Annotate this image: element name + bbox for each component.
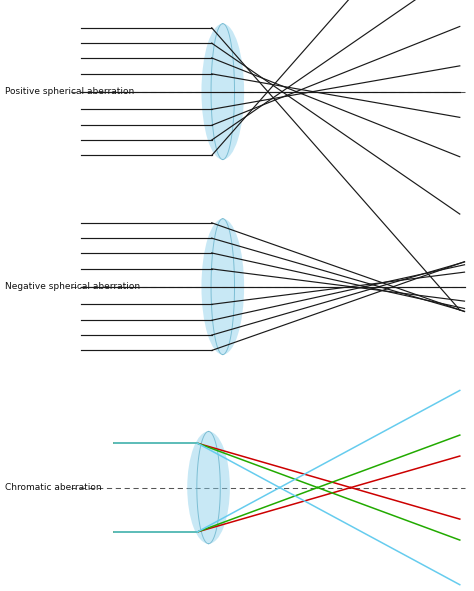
Text: Chromatic aberration: Chromatic aberration: [5, 483, 101, 492]
Ellipse shape: [187, 431, 230, 544]
Ellipse shape: [201, 24, 244, 160]
Ellipse shape: [201, 219, 244, 355]
Text: Positive spherical aberration: Positive spherical aberration: [5, 87, 134, 96]
Text: Negative spherical aberration: Negative spherical aberration: [5, 282, 140, 291]
